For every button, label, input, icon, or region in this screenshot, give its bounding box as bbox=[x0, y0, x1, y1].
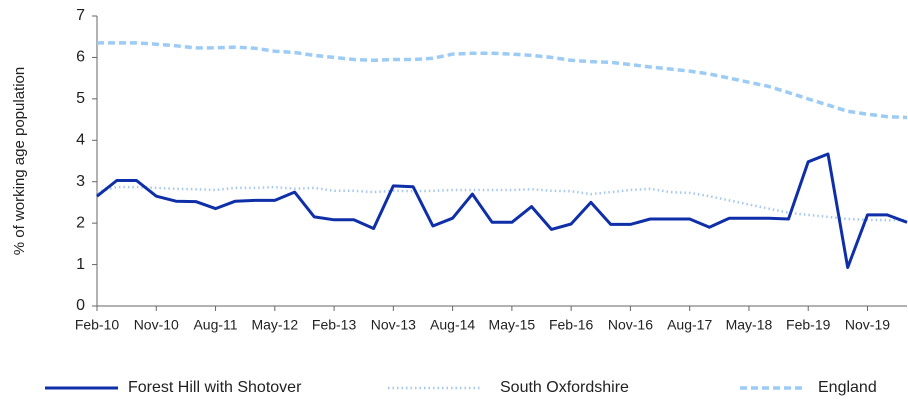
x-tick-label: May-18 bbox=[726, 317, 773, 333]
x-tick-label: Feb-16 bbox=[549, 317, 594, 333]
y-tick-label: 0 bbox=[76, 297, 85, 314]
x-tick-label: Nov-13 bbox=[371, 317, 416, 333]
x-tick-label: Aug-17 bbox=[667, 317, 712, 333]
series-line bbox=[96, 185, 907, 222]
y-tick-label: 5 bbox=[76, 90, 85, 107]
x-tick-label: Feb-10 bbox=[75, 317, 120, 333]
legend-label: South Oxfordshire bbox=[500, 379, 629, 396]
x-tick-label: Nov-10 bbox=[134, 317, 179, 333]
x-tick-label: May-12 bbox=[251, 317, 298, 333]
y-tick-label: 3 bbox=[76, 173, 85, 190]
x-tick-label: Feb-13 bbox=[312, 317, 357, 333]
legend-label: England bbox=[818, 379, 877, 396]
series-line bbox=[97, 41, 908, 120]
x-tick-label: Feb-19 bbox=[786, 317, 831, 333]
y-tick-label: 2 bbox=[76, 214, 85, 231]
y-tick-label: 1 bbox=[76, 256, 85, 273]
x-tick-label: Nov-16 bbox=[608, 317, 653, 333]
x-tick-label: Aug-14 bbox=[430, 317, 475, 333]
legend-label: Forest Hill with Shotover bbox=[128, 379, 302, 396]
y-axis-label: % of working age population bbox=[11, 67, 28, 255]
x-tick-label: Nov-19 bbox=[845, 317, 890, 333]
x-tick-label: May-15 bbox=[489, 317, 536, 333]
y-tick-label: 7 bbox=[76, 7, 85, 24]
y-tick-label: 4 bbox=[76, 132, 85, 149]
series-line bbox=[96, 152, 908, 269]
y-tick-label: 6 bbox=[76, 49, 85, 66]
x-tick-label: Aug-11 bbox=[193, 317, 237, 333]
